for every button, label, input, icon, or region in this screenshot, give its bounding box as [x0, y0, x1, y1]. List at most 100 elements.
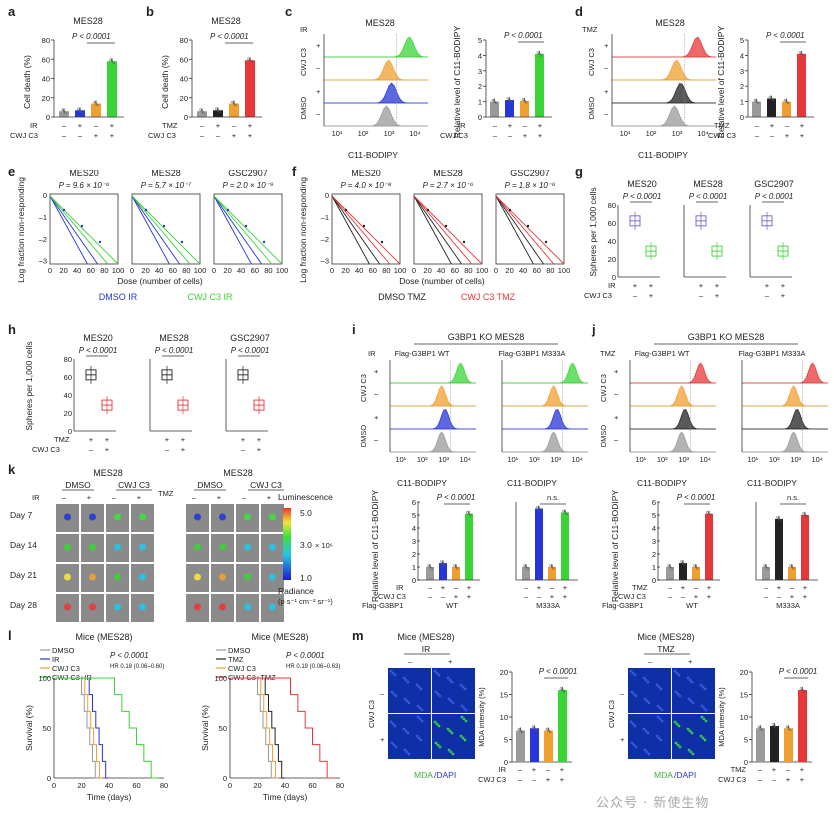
panel-d-histogram — [612, 36, 717, 58]
panel-m-dot — [533, 727, 536, 730]
panel-e-point — [262, 240, 266, 244]
panel-g-sign: + — [781, 281, 786, 290]
panel-l-legend-label: IR — [52, 655, 60, 664]
panel-j-ns: n.s. — [787, 493, 799, 502]
panel-e-xtick: 0 — [212, 266, 216, 275]
panel-j-dot — [707, 512, 711, 515]
panel-j-dot — [779, 519, 782, 522]
panel-l-survival-curve — [230, 677, 274, 779]
panel-f-xtick: 60 — [451, 266, 459, 275]
panel-e-xtick: 0 — [48, 266, 52, 275]
panel-f-point — [380, 240, 384, 244]
panel-k-day: Day 14 — [10, 540, 37, 550]
panel-d-dot — [800, 52, 803, 56]
panel-i-treat: IR — [368, 349, 376, 358]
panel-m-row1-label: IR — [499, 765, 507, 774]
panel-m-cell — [394, 745, 398, 749]
panel-c-ytick: 1 — [478, 98, 482, 107]
panel-a-ytick: 80 — [42, 36, 50, 45]
panel-j-dot — [670, 567, 673, 570]
panel-m-ylabel: MDA intensity (%) — [717, 687, 726, 747]
panel-e-xtick: 0 — [130, 266, 134, 275]
panel-c-histogram — [324, 82, 428, 104]
panel-c-sign: – — [493, 131, 498, 140]
panel-m-sign: – — [758, 775, 763, 784]
panel-m-micrograph — [388, 714, 431, 759]
panel-f-xtick: 20 — [423, 266, 431, 275]
panel-e-fit-line — [131, 195, 180, 265]
panel-m-cell — [404, 729, 408, 733]
panel-a-sign: – — [62, 121, 67, 130]
panel-i-sign: – — [454, 583, 459, 592]
panel-k-signal — [219, 573, 226, 581]
panel-d-sign: + — [800, 121, 805, 130]
panel-g-sign: + — [715, 281, 720, 290]
panel-j-minus1: – — [614, 389, 619, 398]
panel-j-sub1: Flag-G3BP1 WT — [634, 349, 689, 358]
panel-j-bar — [679, 563, 687, 580]
panel-m-cell — [433, 669, 437, 673]
panel-c-title: MES28 — [365, 18, 395, 28]
panel-f-legend2: CWJ C3 TMZ — [461, 292, 516, 302]
panel-b-sign: – — [200, 131, 205, 140]
panel-m-dot — [788, 728, 792, 731]
panel-f-ytick: 0 — [325, 191, 329, 200]
letter-b: b — [146, 4, 154, 19]
panel-i-bar — [465, 513, 473, 580]
panel-f-xtick: 60 — [369, 266, 377, 275]
panel-a-sign: – — [94, 121, 99, 130]
panel-f-legend1: DMSO TMZ — [378, 292, 426, 302]
panel-e-plot-pvalue: P = 2.0 × 10⁻⁹ — [222, 181, 274, 190]
panel-b-pvalue: P < 0.0001 — [210, 32, 249, 41]
panel-c-dot — [539, 54, 543, 57]
panel-m-sign: + — [786, 775, 791, 784]
panel-k-signal — [194, 603, 201, 611]
panel-j-dot — [789, 564, 792, 567]
panel-a-title: MES28 — [73, 16, 103, 26]
panel-c-hist-xtick: 10¹ — [332, 129, 343, 138]
panel-c-sign: – — [523, 121, 528, 130]
panel-m-micrograph — [432, 714, 475, 759]
panel-g-plot-title: GSC2907 — [754, 179, 794, 189]
panel-j-dot — [667, 564, 670, 567]
panel-e-point — [162, 224, 166, 228]
panel-l-xtick: 60 — [308, 781, 316, 790]
panel-m-cell — [447, 748, 451, 752]
panel-m-cell — [645, 750, 649, 754]
panel-b-dot — [234, 103, 237, 107]
panel-i-ytick: 2 — [412, 550, 416, 559]
panel-f-point — [426, 208, 430, 212]
panel-k-signal — [194, 513, 201, 521]
panel-m-cell — [464, 708, 468, 712]
panel-g-plot-pvalue: P < 0.0001 — [755, 192, 794, 201]
panel-m-cell — [689, 699, 693, 703]
panel-j-dot — [693, 564, 696, 567]
panel-m-cell — [420, 708, 424, 712]
panel-c-row1-label: IR — [458, 121, 466, 130]
panel-j-minus2: – — [614, 435, 619, 444]
panel-m-dot — [773, 724, 776, 728]
panel-i-sign: – — [524, 583, 529, 592]
panel-a-sign: + — [94, 131, 99, 140]
panel-m-ytick: 5 — [504, 736, 508, 745]
panel-i-dot — [549, 564, 552, 567]
panel-m-dot — [547, 729, 550, 732]
panel-j-hist-xtick: 10³ — [678, 455, 689, 464]
panel-c-dot — [521, 98, 525, 101]
panel-h-sign: + — [181, 435, 186, 444]
panel-c-sign: + — [508, 121, 513, 130]
panel-f-plot-title: MES28 — [433, 170, 463, 178]
panel-c-minus2: – — [316, 109, 321, 118]
panel-k-signal — [64, 573, 71, 581]
panel-f-fit-line — [413, 195, 483, 265]
panel-l-xlabel: Time (days) — [87, 792, 132, 802]
panel-e-plot-pvalue: P = 5.7 × 10⁻⁷ — [141, 181, 193, 190]
panel-m-cell — [644, 678, 648, 682]
panel-d-dot — [770, 97, 773, 100]
panel-m-ytick: 20 — [500, 668, 508, 677]
panel-i-sign: + — [563, 583, 568, 592]
panel-d-hist-xtick: 10² — [646, 129, 657, 138]
panel-l-legend-label: CWJ C3 — [52, 664, 80, 673]
letter-l: l — [8, 628, 12, 643]
panel-i-sign: + — [550, 592, 555, 601]
